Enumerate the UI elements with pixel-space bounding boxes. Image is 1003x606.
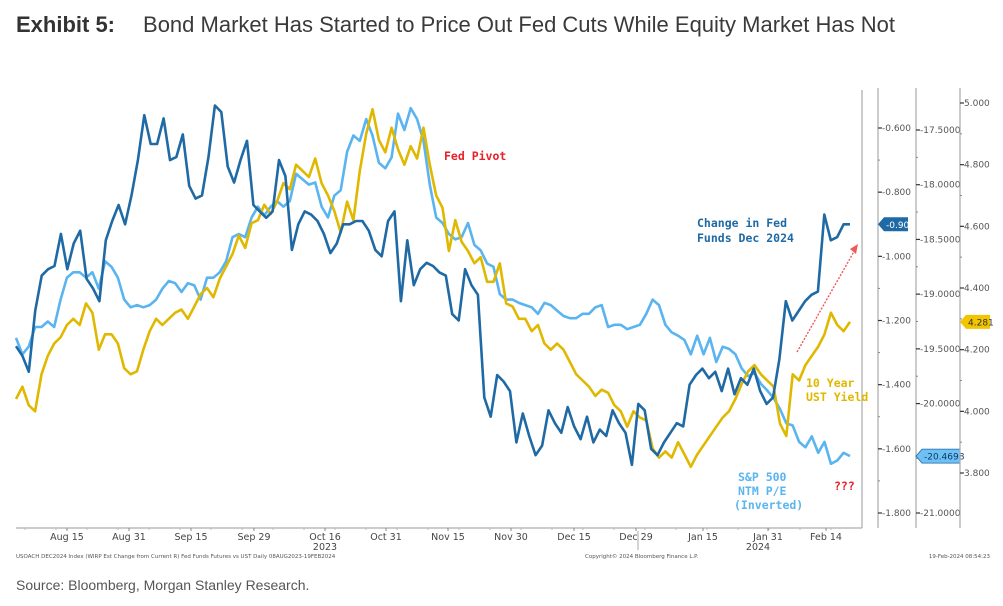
y-tick-label-0-6: -1.800 bbox=[882, 509, 911, 519]
y-tick-label-2-0: 5.000 bbox=[964, 99, 990, 109]
axes-layer: -0.600 -0.800 -1.000 -1.200 -1.400 -1.600 -1.8… bbox=[16, 88, 994, 560]
y-tick-label-2-6: 3.800 bbox=[964, 469, 990, 479]
y-tick-label-0-5: -1.600 bbox=[882, 445, 911, 455]
exhibit-title-text: Bond Market Has Started to Price Out Fed… bbox=[143, 12, 895, 37]
annotation-sp500-line1: S&P 500 bbox=[738, 470, 787, 484]
source-note: Source: Bloomberg, Morgan Stanley Resear… bbox=[16, 577, 310, 593]
trend-arrow bbox=[796, 247, 857, 353]
footer-copyright: Copyright© 2024 Bloomberg Finance L.P. bbox=[585, 553, 699, 560]
y-tick-label-1-3: -19.0000 bbox=[920, 290, 961, 300]
x-tick-label-8: Dec 15 bbox=[557, 532, 591, 543]
y-tick-label-0-2: -1.000 bbox=[882, 252, 911, 262]
exhibit-number: Exhibit 5: bbox=[16, 12, 116, 37]
x-tick-label-10: Jan 15 bbox=[687, 532, 718, 543]
annotation-fed-funds-line1: Change in Fed bbox=[697, 216, 787, 230]
footer-index-description: USOACH DEC2024 Index (WIRP Est Change fr… bbox=[16, 554, 336, 560]
x-year-label-0: 2023 bbox=[313, 542, 337, 553]
x-tick-label-7: Nov 30 bbox=[494, 532, 528, 543]
x-tick-label-11: Jan 31 bbox=[752, 532, 783, 543]
x-year-label-1: 2024 bbox=[746, 542, 770, 553]
y-tick-label-1-0: -17.5000 bbox=[920, 126, 961, 136]
y-tick-label-1-2: -18.5000 bbox=[920, 235, 961, 245]
annotation-ust-line2: UST Yield bbox=[806, 390, 868, 404]
y-tick-label-1-6: -21.0000 bbox=[920, 509, 961, 519]
last-value-badge-0 bbox=[878, 217, 908, 232]
annotation-question-marks: ??? bbox=[834, 479, 855, 493]
x-tick-label-9: Dec 29 bbox=[619, 532, 653, 543]
series-line-s-p-500-ntm-p-e-inverted- bbox=[14, 106, 851, 466]
y-tick-label-1-1: -18.0000 bbox=[920, 181, 961, 191]
y-tick-label-0-4: -1.400 bbox=[882, 381, 911, 391]
exhibit-title: Exhibit 5: Bond Market Has Started to Pri… bbox=[16, 6, 986, 44]
annotation-sp500-line3: (Inverted) bbox=[734, 498, 803, 512]
series-line-change-in-fed-funds-dec-2024 bbox=[14, 104, 850, 467]
y-tick-label-2-4: 4.200 bbox=[964, 346, 990, 356]
y-tick-label-2-5: 4.000 bbox=[964, 407, 990, 417]
last-value-label-1: -20.4698 bbox=[924, 453, 965, 463]
annotation-fed-funds-line2: Funds Dec 2024 bbox=[697, 231, 794, 245]
last-value-badge-2 bbox=[960, 314, 990, 329]
y-tick-label-2-2: 4.600 bbox=[964, 222, 990, 232]
last-value-label-0: -0.900 bbox=[886, 221, 915, 231]
y-tick-label-0-1: -0.800 bbox=[882, 188, 911, 198]
x-tick-label-0: Aug 15 bbox=[50, 532, 84, 543]
x-tick-label-3: Sep 29 bbox=[237, 532, 270, 543]
y-tick-label-0-3: -1.200 bbox=[882, 317, 911, 327]
x-tick-label-6: Nov 15 bbox=[431, 532, 465, 543]
footer-timestamp: 19-Feb-2024 08:54:23 bbox=[929, 554, 991, 560]
annotations-layer: Fed Pivot Change in Fed Funds Dec 2024 1… bbox=[444, 149, 868, 512]
lines-layer bbox=[14, 104, 852, 469]
x-tick-label-12: Feb 14 bbox=[810, 532, 842, 543]
y-tick-label-1-5: -20.0000 bbox=[920, 400, 961, 410]
annotation-ust-line1: 10 Year bbox=[806, 376, 855, 390]
annotation-fed-pivot: Fed Pivot bbox=[444, 149, 506, 163]
y-tick-label-0-0: -0.600 bbox=[882, 124, 911, 134]
x-tick-label-1: Aug 31 bbox=[112, 532, 146, 543]
x-tick-label-4: Oct 16 bbox=[309, 532, 341, 543]
series-line-10-year-ust-yield bbox=[14, 107, 852, 469]
x-tick-label-5: Oct 31 bbox=[370, 532, 402, 543]
trend-arrowhead bbox=[850, 244, 858, 254]
y-tick-label-2-3: 4.400 bbox=[964, 284, 990, 294]
y-tick-label-2-1: 4.800 bbox=[964, 161, 990, 171]
x-tick-label-2: Sep 15 bbox=[174, 532, 207, 543]
last-value-label-2: 4.281 bbox=[968, 318, 994, 328]
y-tick-label-1-4: -19.5000 bbox=[920, 345, 961, 355]
annotation-sp500-line2: NTM P/E bbox=[738, 484, 787, 498]
